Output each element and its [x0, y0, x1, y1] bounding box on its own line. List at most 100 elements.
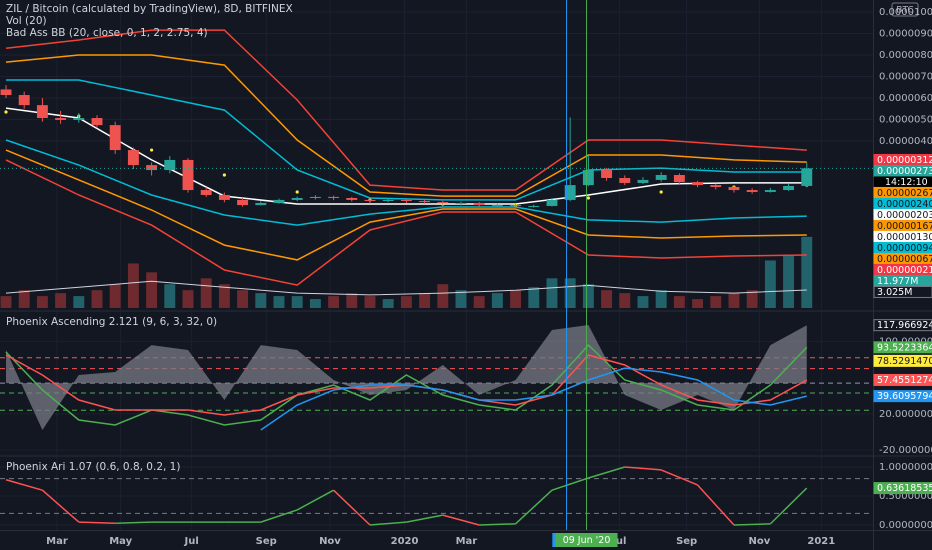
- volume-bar: [91, 290, 103, 308]
- ari-segment: [479, 523, 516, 526]
- ari-segment: [406, 514, 443, 523]
- currency[interactable]: BTC: [896, 6, 913, 16]
- price-tag: [873, 390, 932, 403]
- volume-bar: [546, 278, 558, 308]
- volume-bar: [710, 296, 722, 308]
- band-line: [5, 29, 807, 191]
- x-tick-label: Nov: [319, 536, 341, 547]
- volume-bar: [564, 278, 576, 308]
- volume-bar: [146, 272, 158, 308]
- candle-body: [764, 190, 776, 192]
- band-line: [5, 107, 807, 205]
- candle-body: [655, 174, 667, 180]
- ari-segment: [515, 489, 553, 525]
- volume-bar: [182, 290, 194, 308]
- price-tag-label: 0.00000312: [877, 155, 932, 166]
- volume-bar: [582, 284, 594, 308]
- volume-bar: [73, 296, 85, 308]
- volume-bar: [400, 296, 412, 308]
- candle-body: [455, 202, 467, 204]
- band-dot: [295, 190, 299, 194]
- candle-body: [582, 170, 594, 186]
- x-tick-label: Jul: [183, 536, 198, 547]
- price-tag: [873, 373, 932, 386]
- candle-body: [273, 199, 285, 203]
- candle-body: [528, 205, 540, 207]
- price-tag-label: 0.00000273: [877, 166, 932, 177]
- price-tag-label: 11.977M: [877, 276, 918, 287]
- ari-segment: [769, 487, 808, 525]
- volume-bar: [473, 296, 485, 308]
- candle-body: [237, 199, 249, 206]
- volume-bar: [619, 293, 631, 308]
- volume-bar: [419, 293, 431, 308]
- candle-body: [419, 201, 431, 203]
- price-tag-label: 0.00000240: [877, 199, 932, 210]
- candle-body: [291, 197, 303, 200]
- x-tick-label: May: [109, 536, 132, 547]
- candle-body: [109, 125, 121, 151]
- candle-body: [309, 196, 321, 198]
- ari-pane: [0, 466, 873, 526]
- price-tag-label: 0.00000094: [877, 243, 932, 254]
- candle-body: [510, 205, 522, 207]
- candle-body: [564, 185, 576, 200]
- price-tag-label: 78.52914706: [877, 356, 932, 367]
- candle-body: [673, 174, 685, 183]
- symbol-title: ZIL / Bitcoin (calculated by TradingView…: [6, 3, 293, 15]
- x-tick-label: Nov: [749, 536, 771, 547]
- oscillator-line: [260, 367, 807, 431]
- currency-box[interactable]: [891, 2, 919, 17]
- candle-body: [473, 202, 485, 206]
- volume-title: Vol (20): [6, 15, 47, 27]
- volume-bar: [309, 299, 321, 308]
- oscillator-line: [5, 344, 808, 426]
- volume-bar: [637, 296, 649, 308]
- volume-bar: [746, 290, 758, 308]
- candle-body: [73, 118, 85, 120]
- x-tick-label: Mar: [456, 536, 478, 547]
- x-tick-label: 2021: [807, 536, 835, 547]
- price-tag: [873, 285, 932, 298]
- volume-bar: [655, 290, 667, 308]
- bb-title: Bad Ass BB (20, close, 0, 1, 2, 2.75, 4): [6, 27, 208, 39]
- volume-bar: [273, 296, 285, 308]
- ari-segment: [115, 521, 152, 525]
- volume-bar: [437, 284, 449, 308]
- candle-body: [437, 202, 449, 204]
- candle-body: [637, 179, 649, 183]
- band-dot: [659, 190, 663, 194]
- volume-bar: [237, 290, 249, 308]
- volume-bar: [601, 290, 613, 308]
- countdown: 14:12:10: [885, 177, 928, 188]
- candle-body: [692, 182, 704, 186]
- price-tag-label: 0.63618535: [877, 483, 932, 494]
- band-line: [5, 149, 807, 261]
- price-tag-label: 117.96692464: [877, 320, 932, 331]
- volume-bar: [364, 296, 376, 308]
- ari-segment: [369, 521, 407, 526]
- volume-bar: [200, 278, 212, 308]
- volume-bar: [291, 296, 303, 308]
- x-tick-label: Mar: [46, 536, 68, 547]
- x-tick-label: Sep: [256, 536, 277, 547]
- candle-body: [146, 165, 158, 171]
- x-tick-label: Sep: [676, 536, 697, 547]
- candle-body: [601, 170, 613, 179]
- candle-body: [546, 199, 558, 206]
- volume-bar: [0, 296, 12, 308]
- volume-bar: [164, 284, 176, 308]
- price-tag-label: 0.00000267: [877, 188, 932, 199]
- volume-bar: [801, 236, 813, 308]
- range-area: [6, 325, 807, 430]
- candle-body: [801, 168, 813, 186]
- price-tag: [873, 354, 932, 367]
- candle-body: [127, 150, 139, 166]
- volume-bar: [728, 293, 740, 308]
